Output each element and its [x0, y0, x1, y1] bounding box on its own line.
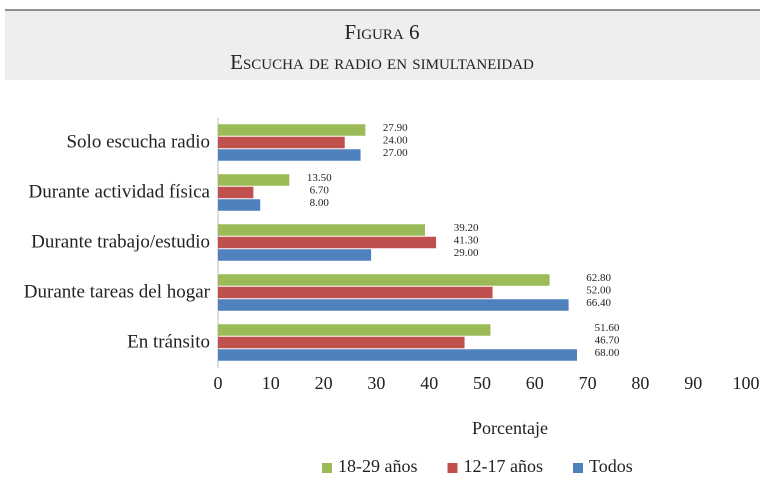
bar: [218, 299, 569, 311]
bar: [218, 336, 465, 349]
legend-label: 12-17 años: [464, 456, 544, 476]
value-label: 27.90: [383, 122, 408, 134]
x-tick-label: 80: [631, 373, 649, 393]
value-label: 24.00: [383, 134, 408, 146]
value-label: 27.00: [383, 147, 408, 159]
bar: [218, 286, 493, 299]
value-label: 51.60: [595, 322, 620, 334]
legend-swatch: [447, 463, 458, 473]
legend-swatch: [322, 463, 332, 473]
y-tick-label: Solo escucha radio: [66, 131, 210, 152]
x-tick-label: 50: [473, 373, 491, 393]
bar: [218, 136, 345, 149]
y-tick-label: Durante actividad física: [29, 181, 211, 202]
x-tick-label: 10: [262, 373, 280, 393]
x-tick-label: 40: [420, 373, 438, 393]
bar: [218, 324, 491, 336]
value-label: 6.70: [310, 184, 330, 196]
x-axis-label: Porcentaje: [472, 418, 548, 438]
chart-subtitle: Escucha de radio en simultaneidad: [230, 50, 534, 74]
y-tick-label: Durante trabajo/estudio: [31, 231, 210, 252]
value-label: 8.00: [310, 197, 330, 209]
bar: [218, 149, 361, 161]
x-tick-label: 70: [579, 373, 597, 393]
bar: [218, 349, 578, 361]
y-tick-label: En tránsito: [127, 331, 210, 352]
value-label: 68.00: [595, 347, 620, 359]
legend-label: 18-29 años: [338, 456, 418, 476]
value-label: 13.50: [307, 172, 332, 184]
x-tick-label: 60: [526, 373, 544, 393]
bar: [218, 186, 254, 199]
value-label: 46.70: [595, 334, 620, 346]
value-label: 39.20: [454, 222, 479, 234]
chart-title: Figura 6: [345, 20, 420, 44]
bar: [218, 249, 372, 261]
x-tick-label: 0: [214, 373, 223, 393]
bar: [218, 236, 437, 249]
value-label: 29.00: [454, 247, 479, 259]
bar: [218, 224, 425, 236]
value-label: 41.30: [454, 234, 479, 246]
x-tick-label: 30: [367, 373, 385, 393]
legend-label: Todos: [589, 456, 633, 476]
value-label: 62.80: [586, 272, 611, 284]
x-tick-label: 90: [684, 373, 702, 393]
x-tick-label: 100: [733, 373, 760, 393]
bar: [218, 124, 366, 136]
bar: [218, 274, 550, 286]
title-band: [5, 10, 760, 80]
value-label: 52.00: [586, 284, 611, 296]
bar: [218, 199, 261, 211]
y-tick-label: Durante tareas del hogar: [24, 281, 211, 302]
bar: [218, 174, 290, 186]
x-tick-label: 20: [315, 373, 333, 393]
value-label: 66.40: [586, 297, 611, 309]
legend-swatch: [573, 463, 583, 473]
